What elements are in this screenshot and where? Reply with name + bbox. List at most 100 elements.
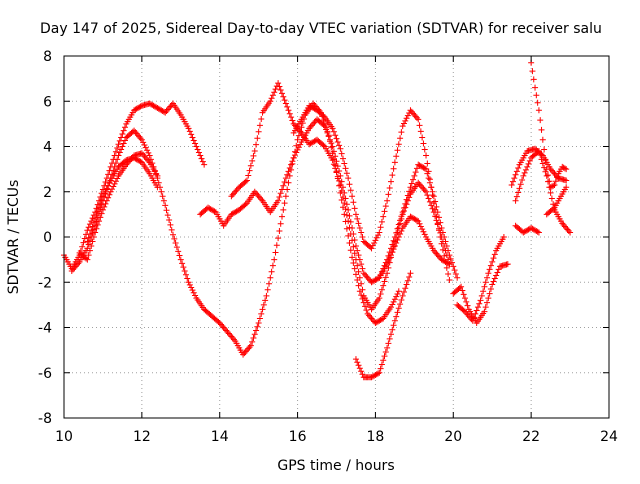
- data-point: [513, 193, 520, 200]
- data-point: [349, 193, 356, 200]
- y-tick-label: -6: [38, 366, 52, 382]
- data-point: [321, 123, 328, 130]
- data-point: [351, 265, 358, 272]
- data-point: [371, 240, 378, 247]
- data-point: [176, 252, 183, 259]
- data-point: [243, 177, 250, 184]
- data-point: [548, 195, 555, 202]
- data-point: [118, 146, 125, 153]
- data-point: [434, 209, 441, 216]
- data-point: [373, 234, 380, 241]
- data-point: [389, 301, 396, 308]
- data-point: [421, 146, 428, 153]
- data-point: [394, 309, 401, 316]
- y-tick-label: -2: [38, 275, 52, 291]
- data-point: [524, 163, 531, 170]
- data-point: [267, 274, 274, 281]
- data-point: [107, 188, 114, 195]
- data-point: [504, 261, 511, 268]
- data-point: [419, 226, 426, 233]
- data-point: [249, 338, 256, 345]
- data-point: [437, 219, 444, 226]
- data-point: [542, 168, 549, 175]
- data-point: [350, 243, 357, 250]
- data-point: [542, 156, 549, 163]
- data-point: [276, 83, 283, 90]
- data-point: [85, 224, 92, 231]
- data-point: [400, 120, 407, 127]
- data-point: [478, 292, 485, 299]
- data-point: [93, 225, 100, 232]
- data-point: [448, 259, 455, 266]
- data-point: [495, 266, 502, 273]
- data-point: [410, 176, 417, 183]
- data-point: [550, 205, 557, 212]
- data-point: [286, 110, 293, 117]
- data-point: [393, 229, 400, 236]
- data-point: [352, 356, 359, 363]
- data-point: [356, 365, 363, 372]
- data-point: [388, 331, 394, 338]
- data-point: [277, 220, 284, 227]
- data-point: [342, 206, 349, 213]
- data-point: [333, 169, 340, 176]
- data-point: [94, 221, 101, 228]
- data-point: [279, 90, 285, 97]
- data-point: [215, 318, 222, 325]
- data-point: [140, 139, 147, 146]
- data-point: [375, 275, 382, 282]
- data-point: [359, 371, 366, 378]
- data-point: [329, 157, 336, 164]
- data-point: [378, 218, 385, 225]
- data-point: [253, 327, 260, 334]
- data-point: [330, 128, 337, 135]
- data-point: [406, 273, 413, 280]
- data-point: [428, 184, 435, 191]
- data-point: [343, 225, 350, 232]
- data-point: [332, 153, 339, 160]
- data-point: [389, 172, 396, 179]
- data-point: [168, 226, 175, 233]
- data-point: [346, 212, 353, 219]
- data-point: [539, 160, 546, 167]
- data-point: [181, 267, 188, 274]
- data-point: [253, 141, 260, 148]
- data-point: [358, 292, 365, 299]
- data-point: [114, 156, 121, 163]
- data-point: [386, 335, 393, 342]
- data-point: [88, 243, 95, 250]
- grid-lines: [64, 56, 609, 418]
- data-point: [336, 142, 343, 149]
- data-point: [86, 247, 93, 254]
- data-point: [512, 197, 519, 204]
- data-point: [407, 184, 414, 191]
- data-point: [535, 148, 542, 155]
- data-point: [341, 200, 348, 207]
- data-point: [245, 172, 252, 179]
- data-point: [397, 217, 404, 224]
- data-point: [85, 234, 92, 241]
- data-point: [96, 218, 103, 225]
- data-point: [258, 115, 265, 122]
- data-point: [446, 252, 453, 259]
- data-point: [102, 200, 109, 207]
- data-point: [554, 174, 561, 181]
- data-point: [341, 211, 348, 218]
- x-tick-label: 20: [444, 429, 462, 445]
- data-point: [159, 193, 166, 200]
- data-point: [447, 255, 454, 262]
- series-arc-h: [352, 270, 414, 381]
- data-point: [530, 76, 537, 83]
- data-point: [391, 159, 398, 166]
- data-point: [166, 217, 173, 224]
- data-point: [391, 234, 398, 240]
- data-point: [186, 128, 193, 135]
- data-point: [380, 282, 387, 289]
- data-point: [160, 197, 167, 204]
- data-point: [398, 296, 405, 303]
- data-point: [420, 228, 427, 235]
- data-point: [189, 134, 196, 141]
- data-point: [438, 240, 445, 247]
- data-point: [282, 175, 289, 182]
- data-point: [268, 95, 275, 102]
